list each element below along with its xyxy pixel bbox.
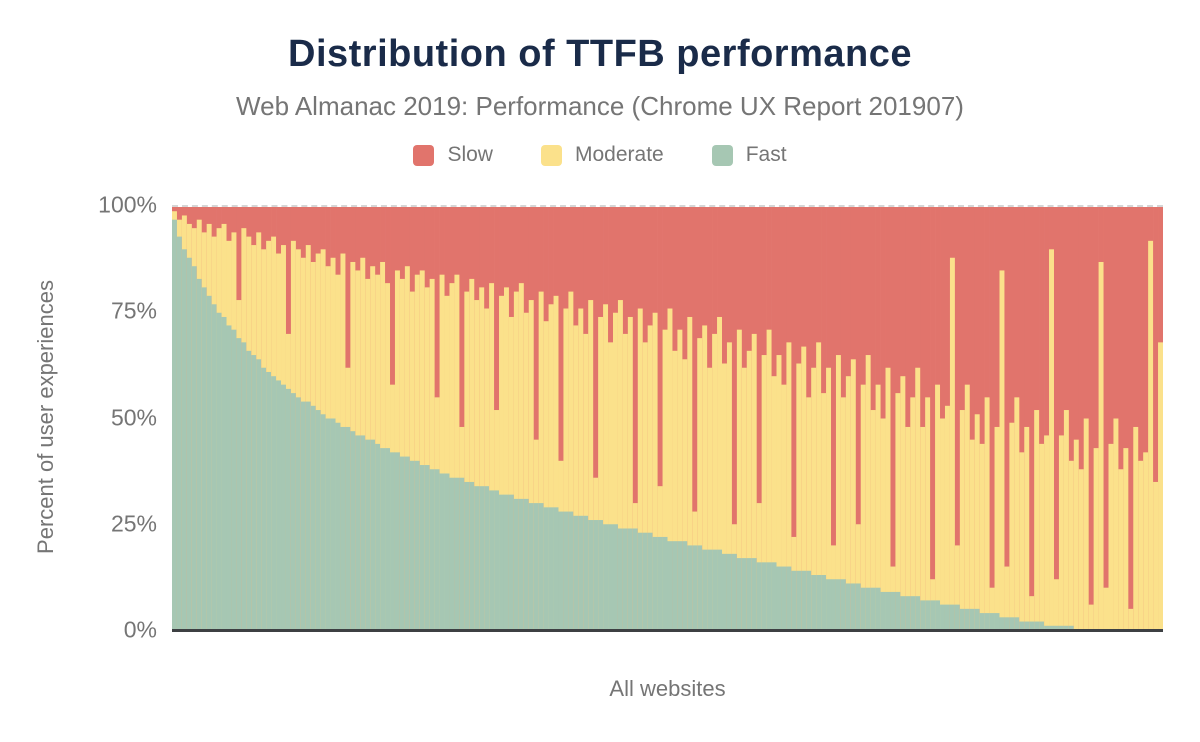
legend-swatch-fast [711,144,733,166]
y-tick-25: 25% [110,510,157,537]
y-axis-title: Percent of user experiences [33,280,58,554]
legend: Slow Moderate Fast [0,143,1200,167]
stacked-bars-svg [172,207,1163,630]
legend-item-slow: Slow [413,143,493,167]
gridline-100pct [172,205,1163,207]
x-axis-label: All websites [609,676,726,701]
y-tick-100: 100% [98,191,157,218]
legend-swatch-slow [413,144,435,166]
legend-item-moderate: Moderate [540,143,664,167]
legend-label-slow: Slow [447,143,493,166]
y-tick-50: 50% [110,404,157,430]
y-axis-tick-labels: 100% 75% 50% 25% 0% [0,192,157,643]
legend-swatch-moderate [540,144,562,166]
chart-subtitle: Web Almanac 2019: Performance (Chrome UX… [236,91,964,121]
legend-label-fast: Fast [745,143,787,166]
x-axis-line [172,629,1163,632]
plot-area [172,205,1163,632]
legend-label-moderate: Moderate [574,143,664,166]
chart-title: Distribution of TTFB performance [288,33,912,75]
y-tick-75: 75% [110,297,157,324]
legend-item-fast: Fast [711,143,787,167]
y-tick-0: 0% [123,616,157,643]
